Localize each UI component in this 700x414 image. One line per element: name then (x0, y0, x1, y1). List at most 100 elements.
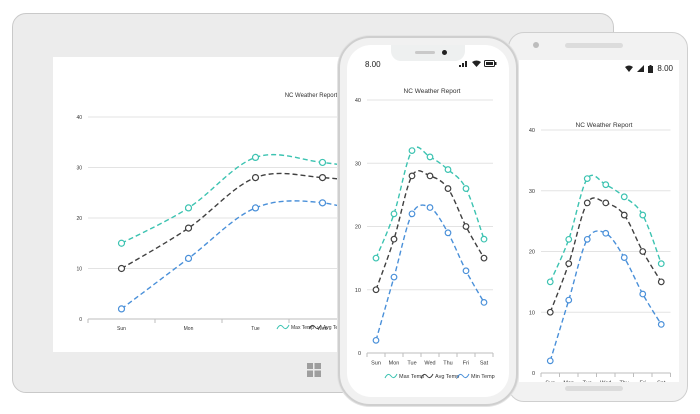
iphone-notch (391, 45, 465, 61)
legend-label: Max Temp (399, 374, 424, 380)
y-tick-label: 10 (76, 267, 82, 273)
x-tick-label: Mon (389, 361, 400, 367)
y-tick-label: 0 (358, 351, 361, 357)
legend-label: Avg Temp (323, 325, 345, 331)
legend-marker (420, 373, 434, 379)
x-tick-label: Fri (640, 381, 646, 383)
y-tick-label: 0 (79, 317, 82, 323)
x-tick-label: Sun (545, 381, 555, 383)
chart-title: NC Weather Report (576, 122, 633, 129)
android-status-bar: 8.00 (625, 64, 673, 73)
iphone-screen: 8.00 NC Weather Report 0 10 20 30 40 Sun Mon Tue… (347, 45, 509, 397)
data-point (620, 211, 628, 219)
iphone-time: 8.00 (365, 60, 381, 69)
data-point (184, 204, 193, 212)
data-point (602, 229, 610, 237)
android-weather-chart: NC Weather Report 0 10 20 30 40 Sun Mon Tue Wed Th… (529, 122, 671, 383)
x-tick-label: Sat (480, 361, 489, 367)
data-point (426, 153, 434, 161)
data-point (251, 204, 260, 212)
data-point (184, 254, 193, 262)
data-point (318, 158, 327, 167)
data-point (480, 298, 488, 306)
chart-title: NC Weather Report (404, 88, 461, 95)
legend-label: Avg Temp (435, 374, 459, 380)
x-tick-label: Wed (600, 381, 611, 383)
y-tick-label: 30 (529, 189, 535, 195)
iphone-weather-chart: NC Weather Report 0 10 20 30 40 Sun Mon Tue Wed Th… (355, 88, 495, 380)
data-point (426, 204, 434, 211)
data-point (184, 224, 193, 232)
data-point (444, 166, 452, 173)
y-tick-label: 40 (76, 115, 82, 121)
y-tick-label: 10 (529, 310, 535, 316)
data-point (657, 260, 665, 268)
y-tick-label: 20 (529, 250, 535, 256)
x-tick-label: Mon (184, 326, 194, 332)
battery-icon (484, 60, 497, 67)
data-point (565, 235, 573, 243)
signal-icon (637, 65, 645, 72)
data-point (462, 185, 470, 192)
data-point (639, 211, 647, 219)
data-point (117, 264, 126, 273)
windows-logo-icon[interactable] (307, 363, 321, 377)
chart-title: NC Weather Report (285, 93, 338, 99)
legend-marker (456, 373, 470, 379)
data-point (372, 254, 380, 262)
data-point (318, 199, 327, 207)
data-point (546, 278, 554, 286)
x-tick-label: Sun (117, 326, 126, 332)
wifi-icon (625, 65, 634, 72)
data-point (546, 308, 554, 316)
data-point (390, 210, 398, 218)
data-point (602, 181, 610, 189)
data-point (251, 173, 260, 182)
android-phone-frame: 8.00 NC Weather Report 0 10 20 30 40 Sun Mon Tue… (508, 32, 688, 402)
android-time: 8.00 (657, 64, 673, 73)
data-point (602, 199, 610, 207)
data-point (657, 278, 665, 286)
speaker-grille (565, 43, 623, 48)
x-tick-label: Sat (657, 381, 666, 383)
legend-label: Max Temp (291, 325, 314, 331)
y-tick-label: 30 (76, 166, 82, 172)
legend-marker (276, 324, 290, 330)
x-tick-label: Mon (563, 381, 574, 383)
x-tick-label: Thu (620, 381, 629, 383)
data-point (117, 305, 126, 313)
data-point (546, 357, 554, 365)
data-point (583, 235, 591, 243)
camera-icon (533, 42, 539, 48)
y-tick-label: 20 (76, 216, 82, 222)
x-tick-label: Tue (407, 361, 416, 367)
data-point (583, 199, 591, 207)
x-tick-label: Tue (583, 381, 592, 383)
data-point (462, 223, 470, 230)
android-screen: 8.00 NC Weather Report 0 10 20 30 40 Sun Mon Tue… (519, 60, 679, 382)
y-tick-label: 40 (355, 98, 361, 104)
data-point (390, 235, 398, 243)
x-tick-label: Fri (463, 361, 469, 367)
data-point (390, 273, 398, 281)
data-point (657, 321, 665, 328)
data-point (480, 235, 488, 243)
data-point (639, 290, 647, 298)
data-point (583, 175, 591, 182)
data-point (639, 248, 647, 255)
data-point (620, 193, 628, 201)
x-tick-label: Sun (371, 361, 381, 367)
y-tick-label: 0 (532, 371, 535, 377)
data-point (372, 336, 380, 344)
data-point (444, 229, 452, 237)
y-tick-label: 30 (355, 161, 361, 167)
battery-icon (648, 64, 654, 73)
iphone-frame: 8.00 NC Weather Report 0 10 20 30 40 Sun Mon Tue… (338, 36, 518, 406)
x-tick-label: Wed (424, 361, 435, 367)
legend-label: Min Temp (471, 374, 495, 380)
y-tick-label: 20 (355, 225, 361, 231)
speaker-grille (415, 51, 435, 54)
data-point (565, 296, 573, 304)
data-point (444, 185, 452, 192)
x-tick-label: Tue (251, 326, 260, 332)
